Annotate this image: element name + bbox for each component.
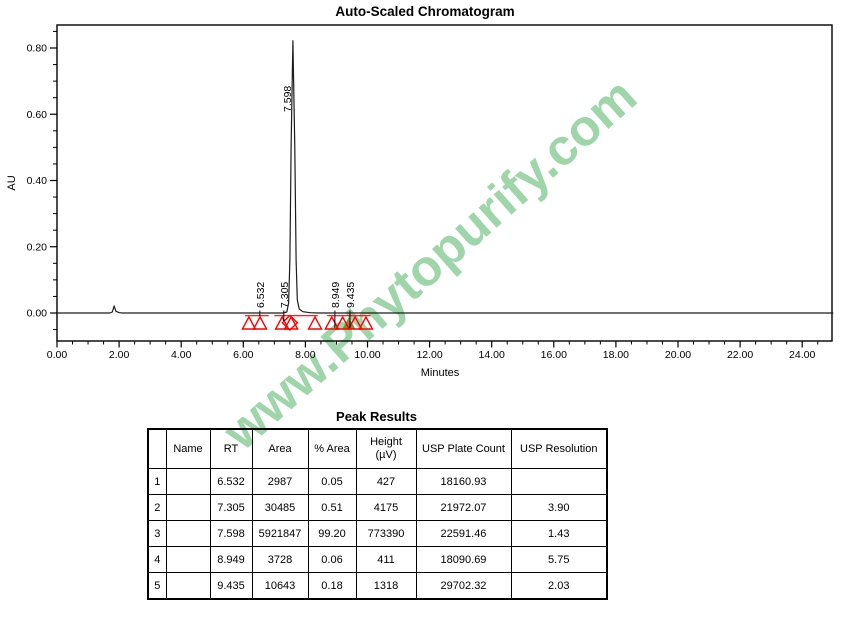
table-cell: 8.949 — [209, 546, 253, 573]
triangle-marker — [252, 315, 268, 330]
table-cell: 2987 — [251, 468, 309, 495]
peak-label: 6.532 — [255, 282, 267, 308]
table-header-row: Name RT Area% Area Height (µV) USP Plate Cou… — [147, 428, 608, 469]
x-tick-label: 18.00 — [603, 349, 629, 361]
table-cell: 411 — [355, 546, 417, 573]
column-header: USP Plate Count — [415, 428, 512, 469]
table-cell: 0.06 — [307, 546, 357, 573]
table-cell: 2.03 — [510, 572, 608, 600]
y-tick-label: 0.00 — [27, 308, 48, 320]
table-cell: 29702.32 — [415, 572, 512, 600]
table-cell: 0.51 — [307, 494, 357, 521]
y-axis-label: AU — [6, 175, 18, 190]
table-row: 3 7.598 5921847 99.20 773390 22591.46 1.43 — [147, 520, 608, 547]
x-tick-label: 20.00 — [665, 349, 691, 361]
table-cell — [165, 494, 211, 521]
table-row: 5 9.435 10643 0.18 1318 29702.32 2.03 — [147, 572, 608, 600]
y-tick-label: 0.80 — [27, 43, 48, 55]
table-cell — [510, 468, 608, 495]
table-cell: 0.18 — [307, 572, 357, 600]
table-cell: 4175 — [355, 494, 417, 521]
table-cell: 22591.46 — [415, 520, 512, 547]
table-row: 4 8.949 3728 0.06 411 18090.69 5.75 — [147, 546, 608, 573]
table-cell: 5.75 — [510, 546, 608, 573]
table-cell — [165, 546, 211, 573]
peak-label: 9.435 — [345, 282, 357, 308]
table-cell: 21972.07 — [415, 494, 512, 521]
peak-label: 7.598 — [282, 86, 294, 112]
table-cell — [165, 520, 211, 547]
x-tick-label: 14.00 — [479, 349, 505, 361]
table-cell: 3 — [147, 520, 167, 547]
peak-results-table: Name RT Area% Area Height (µV) USP Plate Cou… — [147, 428, 608, 600]
x-tick-label: 8.00 — [295, 349, 316, 361]
table-cell: 6.532 — [209, 468, 253, 495]
x-axis-label: Minutes — [421, 367, 460, 379]
table-cell: 3728 — [251, 546, 309, 573]
triangle-marker — [307, 315, 323, 330]
table-cell: 427 — [355, 468, 417, 495]
chromatogram-trace — [57, 40, 834, 314]
column-header: USP Resolution — [510, 428, 608, 469]
table-cell: 2 — [147, 494, 167, 521]
x-tick-label: 2.00 — [109, 349, 130, 361]
triangle-marker — [347, 315, 363, 330]
table-cell: 5 — [147, 572, 167, 600]
table-cell: 3.90 — [510, 494, 608, 521]
x-tick-label: 12.00 — [416, 349, 442, 361]
plot-frame — [56, 24, 833, 342]
x-tick-label: 10.00 — [354, 349, 380, 361]
triangle-marker — [358, 315, 374, 330]
column-header: RT — [209, 428, 253, 469]
column-header: Name — [165, 428, 211, 469]
table-cell: 30485 — [251, 494, 309, 521]
table-cell: 773390 — [355, 520, 417, 547]
table-cell: 5921847 — [251, 520, 309, 547]
table-cell: 0.05 — [307, 468, 357, 495]
peak-results-section: Peak Results Name RT Area% Area Height (µV)… — [147, 409, 608, 600]
x-tick-label: 0.00 — [47, 349, 68, 361]
table-cell — [165, 572, 211, 600]
x-tick-label: 16.00 — [541, 349, 567, 361]
table-cell: 99.20 — [307, 520, 357, 547]
table-cell: 1318 — [355, 572, 417, 600]
table-cell: 18160.93 — [415, 468, 512, 495]
x-tick-label: 4.00 — [171, 349, 192, 361]
x-tick-label: 24.00 — [789, 349, 815, 361]
table-cell — [165, 468, 211, 495]
y-tick-label: 0.40 — [27, 175, 48, 187]
table-cell: 9.435 — [209, 572, 253, 600]
table-row: 2 7.305 30485 0.51 4175 21972.07 3.90 — [147, 494, 608, 521]
column-header: Height (µV) — [355, 428, 417, 469]
chart-title: Auto-Scaled Chromatogram — [335, 4, 514, 19]
table-cell: 4 — [147, 546, 167, 573]
peak-label: 8.949 — [330, 282, 342, 308]
diamond-marker — [281, 314, 299, 331]
triangle-marker — [274, 315, 290, 330]
table-cell: 10643 — [251, 572, 309, 600]
triangle-marker — [241, 315, 257, 330]
table-cell: 18090.69 — [415, 546, 512, 573]
y-tick-label: 0.60 — [27, 109, 48, 121]
column-header — [147, 428, 167, 469]
table-cell: 7.598 — [209, 520, 253, 547]
chromatogram-chart: Auto-Scaled Chromatogram AU Minutes 0.00 0.2… — [6, 4, 834, 379]
x-tick-label: 22.00 — [727, 349, 753, 361]
table-cell: 1 — [147, 468, 167, 495]
x-tick-label: 6.00 — [233, 349, 254, 361]
triangle-marker — [334, 315, 351, 330]
y-tick-label: 0.20 — [27, 241, 48, 253]
peak-results-title: Peak Results — [336, 409, 417, 424]
table-row: 1 6.532 2987 0.05 427 18160.93 — [147, 468, 608, 495]
table-cell: 1.43 — [510, 520, 608, 547]
column-header: Area — [251, 428, 309, 469]
filled-triangle-marker — [342, 317, 356, 329]
column-header: % Area — [307, 428, 357, 469]
peak-label: 7.305 — [279, 282, 291, 308]
table-cell: 7.305 — [209, 494, 253, 521]
